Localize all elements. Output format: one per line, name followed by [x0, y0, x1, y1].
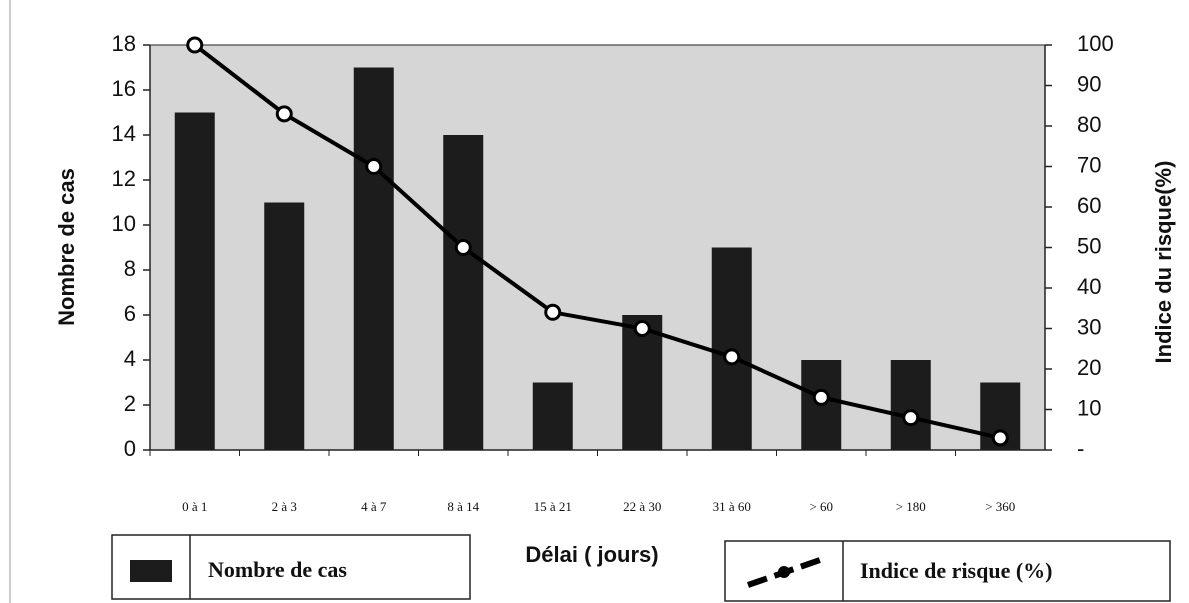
y2-tick-label: 70 [1077, 152, 1101, 177]
line-marker [275, 105, 293, 123]
y-tick-label: 2 [124, 391, 136, 416]
x-tick-label: > 60 [809, 499, 833, 514]
line [193, 43, 1001, 440]
y2-tick-label: - [1077, 436, 1084, 461]
legend-swatch [130, 560, 172, 582]
y-tick-label: 4 [124, 346, 136, 371]
bar [174, 112, 215, 450]
legend-marker [778, 566, 790, 578]
bar [443, 135, 484, 450]
x-tick-label: 4 à 7 [361, 499, 387, 514]
line-marker [365, 158, 383, 175]
legend-box [724, 540, 1171, 602]
y2-tick-label: 90 [1077, 71, 1101, 96]
y-tick-label: 16 [112, 76, 136, 101]
x-tick-label: 8 à 14 [447, 499, 479, 514]
line-marker [186, 36, 204, 54]
y2-tick-label: 60 [1077, 193, 1101, 218]
bar [353, 67, 394, 450]
y-tick-label: 18 [112, 31, 136, 56]
y2-tick-label: 80 [1077, 112, 1101, 137]
x-tick-label: > 360 [985, 499, 1015, 514]
y2-tick-label: 40 [1077, 274, 1101, 299]
y-axis-title: Nombre de cas [54, 168, 79, 326]
bar [264, 202, 305, 450]
bar [532, 382, 573, 450]
line-marker [544, 303, 562, 321]
legend-label: Indice de risque (%) [860, 558, 1053, 583]
line-marker [812, 388, 830, 406]
y2-tick-label: 100 [1077, 31, 1114, 56]
y2-tick-label: 20 [1077, 355, 1101, 380]
y2-tick-label: 30 [1077, 314, 1101, 339]
bar [890, 360, 931, 450]
legend-label: Nombre de cas [208, 557, 347, 582]
line-marker [902, 409, 920, 427]
y-tick-label: 14 [112, 121, 136, 146]
line-marker [991, 429, 1009, 447]
line-marker [633, 320, 651, 337]
x-tick-label: 2 à 3 [272, 499, 297, 514]
y-tick-label: 10 [112, 211, 136, 236]
x-tick-label: 0 à 1 [182, 499, 207, 514]
y-tick-label: 8 [124, 256, 136, 281]
y2-tick-label: 50 [1077, 233, 1101, 258]
x-tick-label: 22 à 30 [623, 499, 661, 514]
x-axis-title: Délai ( jours) [525, 542, 658, 567]
x-tick-label: 15 à 21 [534, 499, 572, 514]
y2-tick-label: 10 [1077, 395, 1101, 420]
y-tick-label: 6 [124, 301, 136, 326]
x-tick-label: > 180 [896, 499, 926, 514]
line-marker [454, 239, 472, 256]
bar [622, 315, 663, 450]
y2-axis-title: Indice du risque(%) [1151, 161, 1176, 364]
y-tick-label: 0 [124, 436, 136, 461]
line-marker [723, 348, 741, 366]
x-tick-label: 31 à 60 [713, 499, 751, 514]
y-tick-label: 12 [112, 166, 136, 191]
